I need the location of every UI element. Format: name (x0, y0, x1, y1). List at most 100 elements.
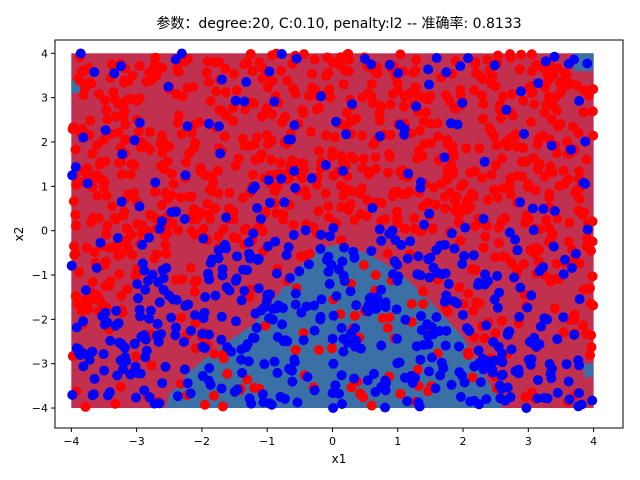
point-class-0 (574, 258, 585, 269)
point-class-0 (249, 98, 260, 109)
point-class-0 (113, 127, 124, 138)
point-class-0 (414, 125, 425, 136)
point-class-1 (446, 228, 457, 239)
point-class-0 (183, 148, 194, 159)
point-class-0 (202, 198, 213, 209)
point-class-0 (410, 82, 421, 93)
x-tick-label: −3 (128, 435, 144, 448)
point-class-0 (74, 267, 85, 278)
point-class-0 (412, 364, 423, 375)
point-class-1 (89, 373, 100, 384)
point-class-1 (327, 333, 338, 344)
point-class-1 (267, 303, 278, 314)
point-class-0 (533, 134, 544, 145)
class-1-patch (583, 363, 594, 378)
point-class-0 (327, 343, 337, 354)
point-class-1 (229, 386, 240, 397)
point-class-0 (347, 186, 358, 197)
point-class-1 (380, 402, 391, 413)
point-class-1 (336, 370, 347, 381)
point-class-1 (104, 387, 115, 398)
point-class-0 (560, 73, 570, 83)
point-class-0 (85, 115, 96, 126)
point-class-0 (245, 49, 256, 59)
point-class-0 (240, 104, 251, 115)
point-class-0 (120, 119, 131, 130)
point-class-1 (210, 290, 221, 301)
x-tick-label: 0 (329, 435, 336, 448)
point-class-1 (514, 311, 525, 322)
point-class-1 (538, 203, 549, 214)
point-class-1 (457, 259, 468, 270)
point-class-1 (436, 357, 447, 368)
point-class-1 (135, 368, 146, 379)
point-class-0 (209, 349, 220, 359)
point-class-1 (100, 125, 111, 136)
point-class-1 (144, 232, 154, 243)
point-class-1 (278, 336, 289, 347)
point-class-1 (328, 358, 339, 369)
point-class-1 (236, 295, 247, 306)
point-class-1 (558, 312, 569, 323)
point-class-1 (391, 304, 402, 315)
point-class-0 (299, 49, 309, 60)
point-class-0 (156, 200, 167, 210)
point-class-0 (115, 157, 126, 168)
point-class-0 (541, 215, 552, 226)
point-class-0 (588, 300, 599, 311)
point-class-1 (424, 272, 435, 283)
point-class-1 (301, 301, 312, 312)
point-class-1 (439, 152, 450, 163)
point-class-1 (259, 359, 270, 370)
point-class-0 (278, 214, 289, 225)
point-class-0 (238, 192, 249, 203)
point-class-1 (411, 101, 422, 112)
point-class-1 (528, 225, 539, 236)
point-class-0 (149, 253, 160, 264)
point-class-0 (72, 299, 83, 310)
point-class-1 (285, 273, 295, 283)
point-class-0 (151, 70, 162, 81)
point-class-1 (431, 53, 442, 63)
point-class-0 (327, 146, 338, 157)
point-class-0 (297, 105, 308, 115)
point-class-1 (546, 363, 557, 374)
point-class-0 (492, 50, 503, 61)
point-class-1 (91, 262, 102, 273)
point-class-1 (140, 284, 151, 295)
point-class-1 (573, 401, 584, 412)
point-class-0 (115, 382, 126, 392)
point-class-1 (440, 268, 451, 279)
point-class-0 (384, 312, 395, 323)
point-class-0 (101, 229, 112, 240)
point-class-1 (199, 307, 210, 318)
point-class-1 (279, 197, 290, 208)
point-class-1 (145, 305, 156, 316)
point-class-1 (348, 246, 359, 257)
x-tick-label: −2 (194, 435, 210, 448)
point-class-1 (493, 341, 504, 352)
point-class-0 (187, 226, 197, 237)
point-class-1 (294, 266, 305, 277)
point-class-1 (180, 300, 191, 311)
point-class-1 (578, 177, 589, 188)
point-class-1 (197, 371, 208, 381)
point-class-0 (69, 241, 79, 252)
point-class-1 (350, 323, 361, 334)
y-tick-label: 1 (41, 180, 48, 193)
point-class-0 (325, 92, 336, 103)
point-class-1 (505, 392, 516, 403)
point-class-1 (458, 309, 468, 320)
point-class-1 (269, 96, 280, 107)
point-class-0 (474, 143, 485, 154)
point-class-1 (533, 78, 544, 89)
point-class-0 (134, 126, 144, 137)
point-class-1 (549, 206, 560, 216)
point-class-0 (87, 277, 98, 288)
point-class-1 (154, 297, 165, 308)
point-class-1 (241, 77, 252, 87)
point-class-0 (110, 111, 121, 122)
point-class-1 (161, 263, 172, 274)
point-class-1 (396, 240, 407, 250)
point-class-0 (166, 190, 177, 200)
